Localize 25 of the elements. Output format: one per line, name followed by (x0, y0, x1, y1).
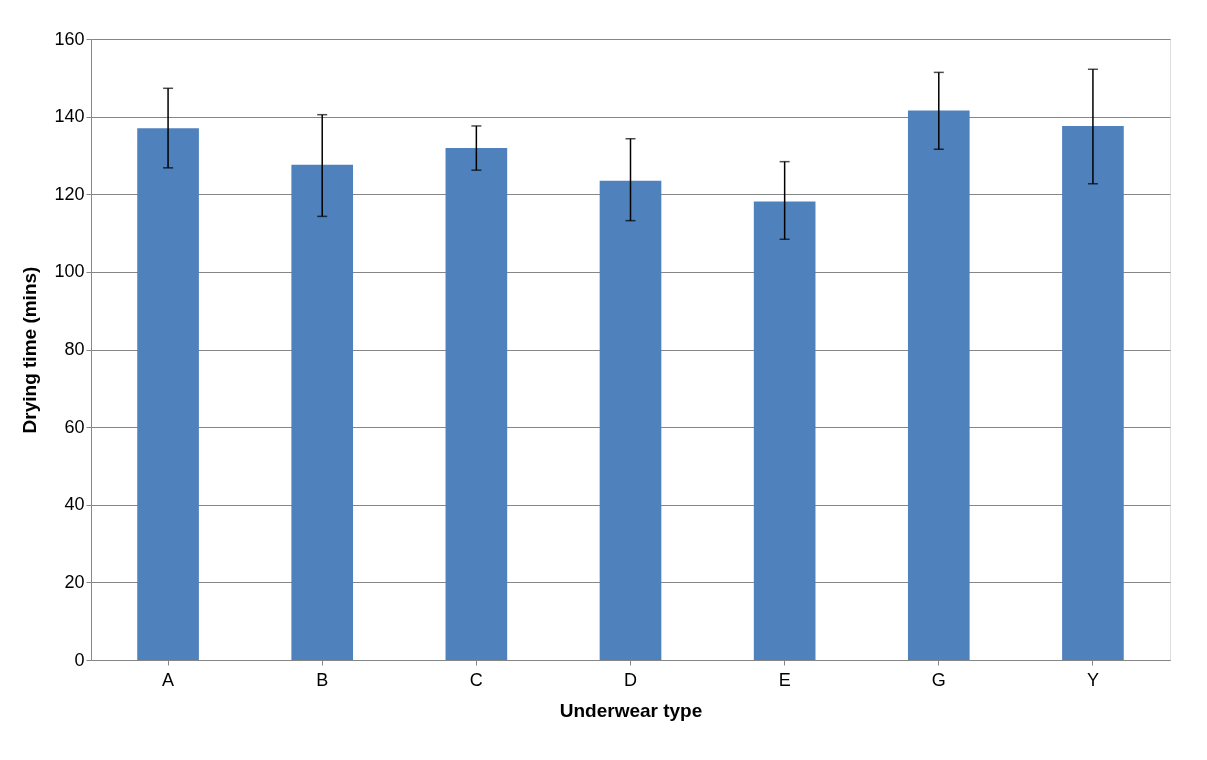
bar (907, 110, 970, 660)
x-tick-label: C (469, 669, 483, 690)
y-tick-label: 160 (54, 28, 85, 49)
y-axis-title: Drying time (mins) (19, 266, 41, 434)
x-tick-label: D (624, 669, 637, 690)
y-tick-label: 100 (54, 261, 85, 282)
x-axis-title: Underwear type (559, 699, 703, 721)
y-tick-label: 20 (64, 571, 85, 592)
y-tick-label: 0 (74, 649, 85, 670)
x-tick-label: G (931, 669, 946, 690)
x-tick-label: E (778, 669, 791, 690)
bar (599, 180, 662, 660)
x-tick-label: Y (1086, 669, 1099, 690)
y-tick-label: 80 (64, 339, 85, 359)
x-tick-label: A (162, 669, 175, 690)
bar (1062, 125, 1124, 660)
bar (753, 201, 816, 660)
y-tick-label: 140 (54, 106, 85, 127)
bar (291, 164, 354, 660)
x-tick-label: B (316, 669, 329, 690)
y-tick-label: 40 (64, 494, 85, 515)
bar (137, 128, 199, 660)
y-tick-label: 120 (54, 183, 85, 204)
bar (445, 148, 508, 660)
y-tick-label: 60 (64, 416, 85, 437)
